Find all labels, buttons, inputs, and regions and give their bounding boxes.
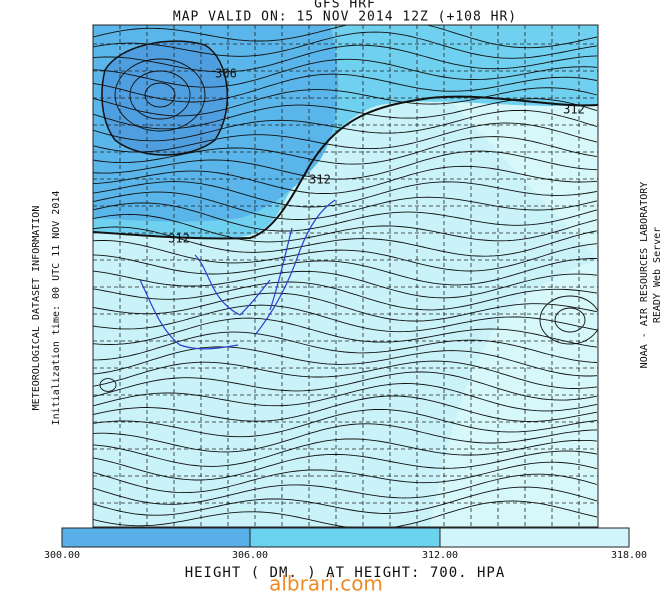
streamline xyxy=(93,486,598,516)
map-frame xyxy=(92,24,599,528)
streamline xyxy=(93,281,598,311)
valid-time: MAP VALID ON: 15 NOV 2014 12Z (+108 HR) xyxy=(173,10,517,25)
streamline xyxy=(129,70,191,120)
streamline xyxy=(93,136,598,165)
streamline xyxy=(93,58,598,88)
streamline xyxy=(93,109,598,142)
streamline xyxy=(93,473,598,505)
trajectory xyxy=(269,227,293,311)
streamline xyxy=(93,450,598,481)
streamline xyxy=(93,360,598,389)
watermark: albrari.com xyxy=(269,572,383,594)
model-title: GFS HRF xyxy=(314,0,376,12)
streamline xyxy=(539,295,598,345)
streamline xyxy=(93,423,598,453)
streamline xyxy=(93,409,598,438)
streamline xyxy=(93,150,598,180)
server: READY Web Server xyxy=(652,227,661,323)
contour-label: 312 xyxy=(309,173,331,187)
map-area xyxy=(93,25,598,527)
streamline xyxy=(93,461,598,494)
light-region xyxy=(380,25,598,527)
contour-306 xyxy=(101,40,228,156)
trajectory xyxy=(254,199,336,336)
streamline xyxy=(93,202,598,232)
streamline xyxy=(93,438,598,467)
colorbar-segment xyxy=(61,527,251,548)
colorbar-segment xyxy=(439,527,630,548)
streamline xyxy=(93,122,598,153)
streamline xyxy=(93,270,598,299)
colorbar-label: 312.00 xyxy=(422,550,458,561)
streamline xyxy=(144,82,176,108)
streamline xyxy=(93,214,598,243)
lat-lon-grid xyxy=(93,25,598,527)
colorbar-label: 306.00 xyxy=(232,550,268,561)
streamline xyxy=(93,317,598,348)
init-time: Initialization time: 00 UTC 11 NOV 2014 xyxy=(51,191,62,426)
streamline xyxy=(93,87,598,117)
streamline xyxy=(554,307,586,333)
streamline xyxy=(114,58,206,132)
field-caption: HEIGHT ( DM. ) AT HEIGHT: 700. HPA xyxy=(185,565,506,581)
colorbar-segment xyxy=(249,527,441,548)
streamline xyxy=(93,371,598,401)
contour-label: 306 xyxy=(215,67,237,81)
streamline xyxy=(93,254,597,286)
streamline xyxy=(93,226,598,257)
streamline xyxy=(93,292,598,322)
trajectory xyxy=(139,279,239,350)
streamline xyxy=(93,383,598,412)
streamline xyxy=(93,191,598,220)
streamline xyxy=(93,181,598,208)
colorbar-label: 318.00 xyxy=(611,550,647,561)
contour-label: 312 xyxy=(168,232,190,246)
streamline xyxy=(93,395,598,422)
streamline xyxy=(93,165,598,194)
trajectory xyxy=(194,254,271,316)
contour-label: 312 xyxy=(563,103,585,117)
streamline xyxy=(93,240,598,272)
streamline xyxy=(93,31,598,59)
streamline xyxy=(99,378,117,392)
agency: NOAA - AIR RESOURCES LABORATORY xyxy=(639,182,650,369)
streamline xyxy=(93,346,598,377)
dataset-label: METEOROLOGICAL DATASET INFORMATION xyxy=(31,206,42,411)
colorbar-label: 300.00 xyxy=(44,550,80,561)
streamline xyxy=(93,73,598,103)
streamline xyxy=(93,304,598,333)
streamline xyxy=(93,44,598,73)
